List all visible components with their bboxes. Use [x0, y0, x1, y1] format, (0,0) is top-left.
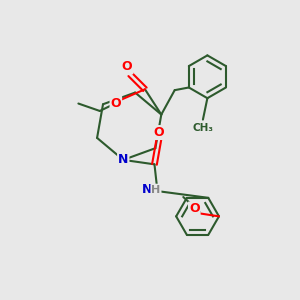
Text: CH₃: CH₃	[192, 123, 213, 133]
Text: H: H	[151, 184, 160, 195]
Text: O: O	[154, 126, 164, 139]
Text: N: N	[142, 183, 152, 196]
Text: N: N	[118, 153, 128, 167]
Text: O: O	[122, 61, 132, 74]
Text: O: O	[110, 97, 121, 110]
Text: O: O	[189, 202, 200, 215]
